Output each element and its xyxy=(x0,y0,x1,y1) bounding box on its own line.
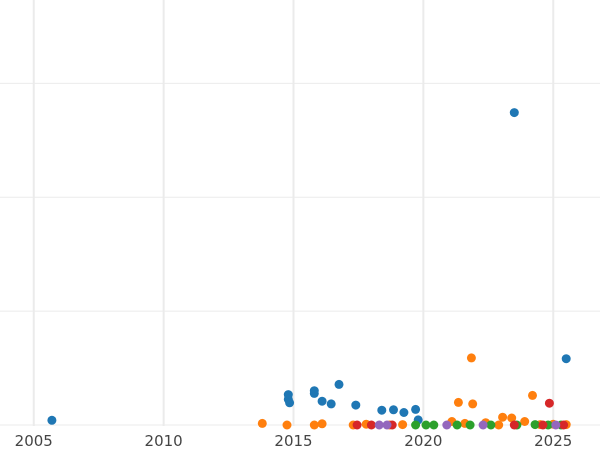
scatter-point xyxy=(478,420,488,430)
scatter-point xyxy=(398,420,408,430)
scatter-point xyxy=(544,398,554,408)
scatter-point xyxy=(452,420,462,430)
scatter-point xyxy=(507,413,517,423)
scatter-point xyxy=(326,399,336,409)
scatter-point xyxy=(561,354,571,364)
scatter-point xyxy=(442,420,452,430)
scatter-point xyxy=(377,405,387,415)
x-tick-label: 2005 xyxy=(15,432,53,450)
scatter-point xyxy=(530,420,540,430)
scatter-point xyxy=(309,386,319,396)
grid xyxy=(0,0,600,426)
scatter-point xyxy=(411,404,421,414)
x-tick-label: 2010 xyxy=(145,432,183,450)
scatter-point xyxy=(334,379,344,389)
scatter-point xyxy=(468,399,478,409)
scatter-point xyxy=(285,398,295,408)
scatter-point xyxy=(551,420,561,430)
scatter-point xyxy=(466,353,476,363)
scatter-point xyxy=(47,415,57,425)
scatter-point xyxy=(382,420,392,430)
scatter-point xyxy=(465,420,475,430)
scatter-point xyxy=(389,405,398,415)
scatter-point xyxy=(453,397,463,407)
scatter-point xyxy=(309,420,319,430)
scatter-point xyxy=(538,420,548,430)
x-tick-label: 2025 xyxy=(534,432,572,450)
x-tick-label: 2020 xyxy=(404,432,442,450)
scatter-point xyxy=(559,420,569,430)
data-points xyxy=(47,108,571,430)
scatter-point xyxy=(317,396,327,406)
scatter-point xyxy=(520,417,530,426)
scatter-point xyxy=(486,420,496,430)
scatter-point xyxy=(257,418,267,428)
scatter-point xyxy=(317,419,327,429)
scatter-point xyxy=(528,390,537,400)
scatter-point xyxy=(351,400,361,410)
scatter-point xyxy=(352,420,362,430)
scatter-point xyxy=(429,420,439,430)
x-tick-label: 2015 xyxy=(274,432,312,450)
scatter-point xyxy=(411,420,421,430)
x-tick-labels: 2005 2010 2015 2020 2025 xyxy=(15,432,573,450)
scatter-point xyxy=(282,420,292,430)
scatter-point xyxy=(366,420,376,430)
scatter-point xyxy=(498,412,508,422)
scatter-point xyxy=(421,420,431,430)
scatter-point xyxy=(509,420,519,430)
scatter-point xyxy=(374,420,384,430)
scatter-point xyxy=(509,108,519,118)
scatter-point xyxy=(399,408,409,417)
scatter-point xyxy=(494,420,504,430)
